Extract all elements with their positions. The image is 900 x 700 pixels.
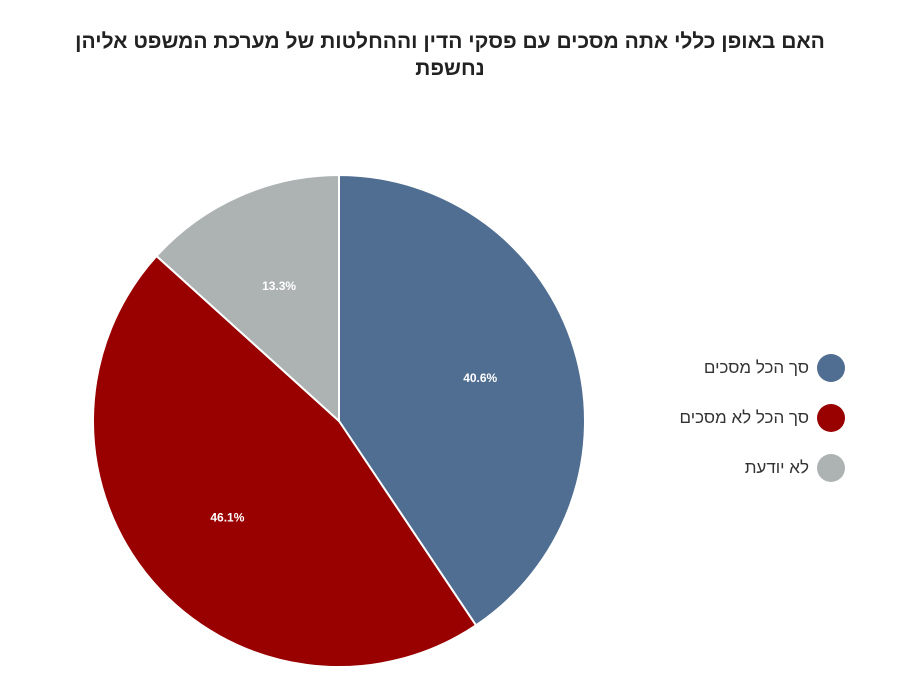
pie-slice-1 — [92, 254, 478, 668]
pie-slice-label-0: 40.6% — [463, 371, 497, 385]
legend-label-1: סך הכל לא מסכים — [679, 408, 809, 427]
legend-swatch-1 — [817, 404, 845, 432]
legend-swatch-2 — [817, 454, 845, 482]
pie-slice-0 — [338, 173, 586, 627]
legend-item-1: סך הכל לא מסכים — [600, 403, 845, 433]
pie-slice-label-1: 46.1% — [210, 511, 244, 525]
legend-swatch-0 — [817, 354, 845, 382]
legend-item-0: סך הכל מסכים — [600, 353, 845, 383]
chart-legend: סך הכל מסכים סך הכל לא מסכים לא יודעת — [600, 353, 845, 503]
legend-label-0: סך הכל מסכים — [703, 358, 809, 377]
legend-item-2: לא יודעת — [600, 453, 845, 483]
pie-slice-label-2: 13.3% — [262, 279, 296, 293]
pie-slice-2 — [155, 173, 340, 424]
chart-title: האם באופן כללי אתה מסכים עם פסקי הדין וה… — [75, 30, 825, 80]
legend-label-2: לא יודעת — [744, 458, 809, 477]
